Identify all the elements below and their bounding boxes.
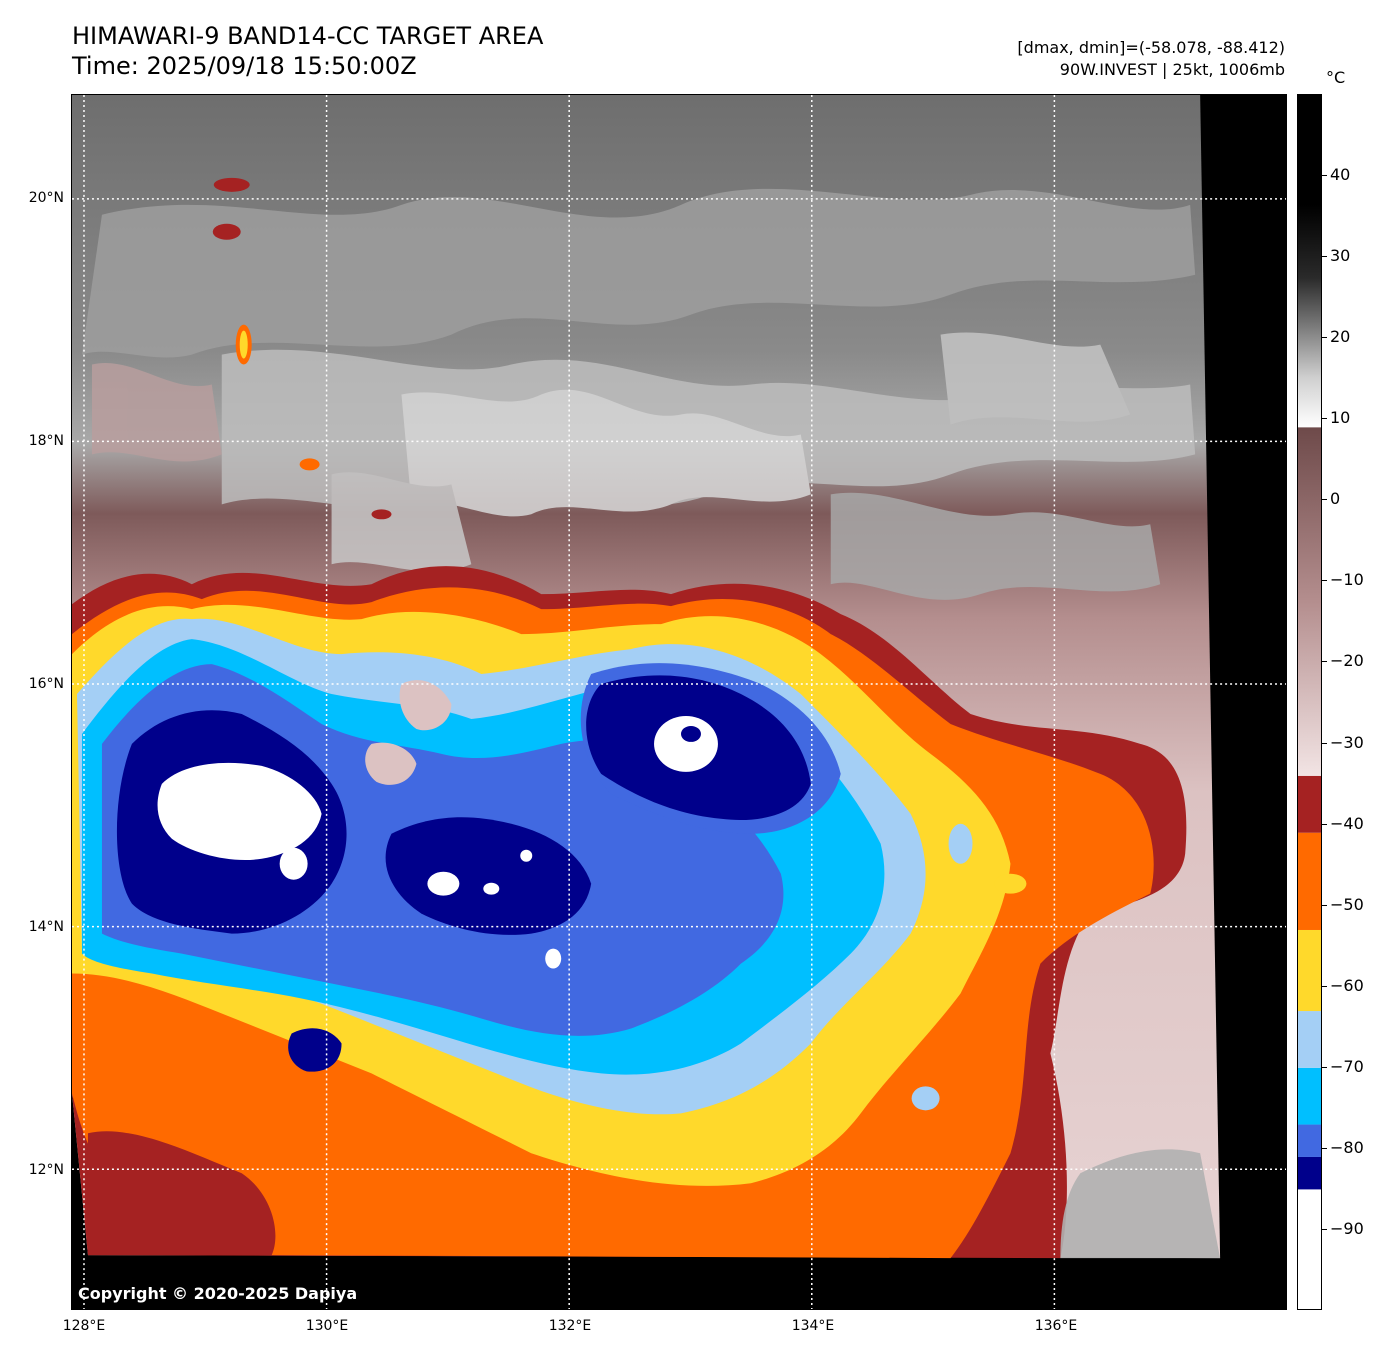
colorbar-tick-mark: [1322, 256, 1327, 258]
colorbar-tick-label: −10: [1330, 570, 1364, 590]
colorbar-band-7: [1298, 775, 1321, 833]
lat-label-14n: 14°N: [28, 919, 64, 935]
colorbar-tick-label: −90: [1330, 1218, 1364, 1238]
colorbar-tick-mark: [1322, 661, 1327, 663]
colorbar: [1297, 94, 1322, 1310]
lon-label-130e: 130°E: [305, 1318, 349, 1334]
warm-specks: [212, 177, 392, 520]
colorbar-tick-mark: [1322, 985, 1327, 987]
colorbar-band-6: [1298, 832, 1321, 930]
colorbar-tick-mark: [1322, 742, 1327, 744]
colorbar-tick-label: −50: [1330, 894, 1364, 914]
colorbar-tick-label: 0: [1330, 489, 1341, 509]
colorbar-tick-mark: [1322, 418, 1327, 420]
dmax-dmin-info: [dmax, dmin]=(-58.078, -88.412): [1017, 38, 1285, 57]
colorbar-tick-label: −60: [1330, 975, 1364, 995]
lat-label-20n: 20°N: [28, 190, 64, 206]
colorbar-tick-mark: [1322, 1228, 1327, 1230]
colorbar-band-0: [1298, 1189, 1321, 1309]
satellite-map: Copyright © 2020-2025 Dapiya: [71, 94, 1287, 1310]
lat-label-16n: 16°N: [28, 676, 64, 692]
colorbar-band-4: [1298, 1011, 1321, 1068]
title-line-2: Time: 2025/09/18 15:50:00Z: [72, 52, 417, 80]
copyright-text: Copyright © 2020-2025 Dapiya: [78, 1284, 358, 1303]
colorbar-unit: °C: [1326, 68, 1346, 87]
colorbar-tick-mark: [1322, 580, 1327, 582]
colorbar-band-1: [1298, 1156, 1321, 1190]
colorbar-tick-label: 20: [1330, 327, 1351, 347]
colorbar-tick-mark: [1322, 175, 1327, 177]
satellite-imagery: [72, 95, 1286, 1309]
convective-system: [72, 566, 1187, 1259]
lon-label-128e: 128°E: [62, 1318, 106, 1334]
title-line-1: HIMAWARI-9 BAND14-CC TARGET AREA: [72, 22, 544, 50]
colorbar-tick-mark: [1322, 823, 1327, 825]
colorbar-gray-segment: [1298, 95, 1321, 428]
colorbar-tick-mark: [1322, 499, 1327, 501]
colorbar-tick-label: 30: [1330, 246, 1351, 266]
colorbar-tick-label: −70: [1330, 1056, 1364, 1076]
colorbar-tick-label: −30: [1330, 732, 1364, 752]
colorbar-band-2: [1298, 1124, 1321, 1157]
lon-label-134e: 134°E: [791, 1318, 835, 1334]
lat-label-12n: 12°N: [28, 1162, 64, 1178]
colorbar-tick-label: 40: [1330, 165, 1351, 185]
colorbar-brown-segment: [1298, 427, 1321, 776]
lon-label-132e: 132°E: [548, 1318, 592, 1334]
colorbar-tick-mark: [1322, 1066, 1327, 1068]
colorbar-band-5: [1298, 929, 1321, 1012]
colorbar-tick-label: 10: [1330, 408, 1351, 428]
colorbar-tick-mark: [1322, 337, 1327, 339]
colorbar-tick-mark: [1322, 904, 1327, 906]
cloud-texture: [81, 188, 1196, 600]
colorbar-tick-mark: [1322, 1147, 1327, 1149]
colorbar-tick-label: −40: [1330, 813, 1364, 833]
colorbar-gradient: [1298, 95, 1321, 1309]
lon-label-136e: 136°E: [1034, 1318, 1078, 1334]
southeast-cloud: [1060, 1149, 1221, 1259]
lat-label-18n: 18°N: [28, 433, 64, 449]
colorbar-tick-label: −20: [1330, 651, 1364, 671]
colorbar-band-3: [1298, 1067, 1321, 1125]
storm-info: 90W.INVEST | 25kt, 1006mb: [1059, 60, 1285, 79]
colorbar-tick-label: −80: [1330, 1137, 1364, 1157]
